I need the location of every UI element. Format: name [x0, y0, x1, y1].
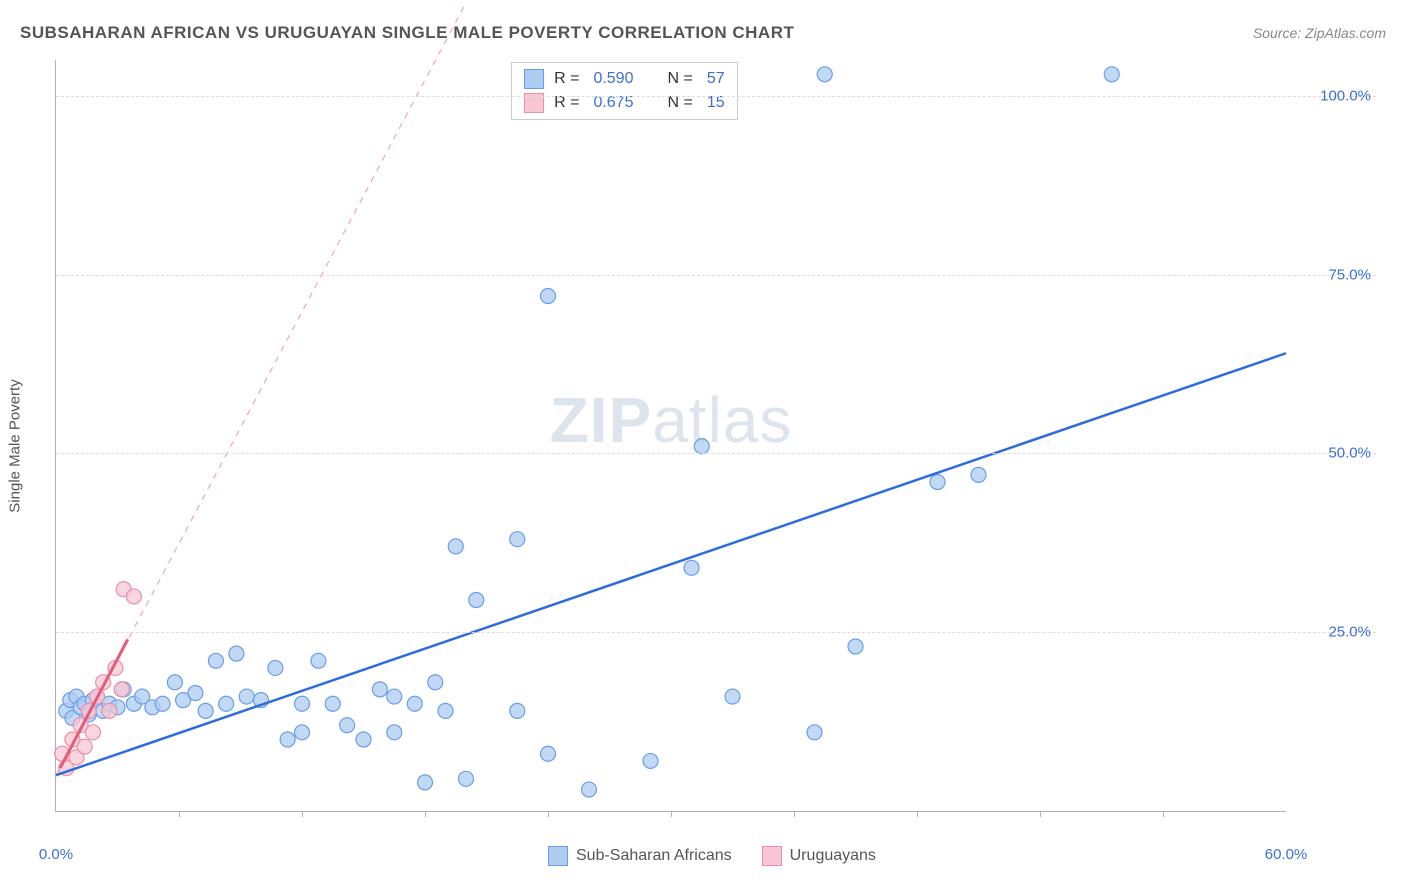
x-tick: [1163, 811, 1164, 817]
legend-swatch-series1: [524, 69, 544, 89]
legend-n-value-1: 57: [707, 70, 725, 88]
data-point: [102, 703, 117, 718]
data-point: [114, 682, 129, 697]
data-point: [229, 646, 244, 661]
data-point: [541, 289, 556, 304]
data-point: [817, 67, 832, 82]
gridline: [56, 632, 1376, 633]
data-point: [295, 725, 310, 740]
chart-header: SUBSAHARAN AFRICAN VS URUGUAYAN SINGLE M…: [20, 18, 1386, 48]
x-tick-label: 60.0%: [1265, 846, 1308, 863]
y-tick-label: 50.0%: [1328, 445, 1371, 462]
gridline: [56, 96, 1376, 97]
data-point: [155, 696, 170, 711]
legend-item-series1: Sub-Saharan Africans: [548, 846, 732, 866]
legend-correlation-box: R = 0.590 N = 57 R = 0.675 N = 15: [511, 62, 738, 120]
data-point: [356, 732, 371, 747]
data-point: [407, 696, 422, 711]
x-tick: [1040, 811, 1041, 817]
y-tick-label: 25.0%: [1328, 624, 1371, 641]
legend-n-label-1: N =: [667, 70, 692, 88]
gridline: [56, 453, 1376, 454]
legend-swatch-bottom-1: [548, 846, 568, 866]
data-point: [510, 532, 525, 547]
y-tick-label: 75.0%: [1328, 266, 1371, 283]
data-point: [459, 771, 474, 786]
y-axis-label: Single Male Poverty: [7, 379, 24, 512]
data-point: [971, 467, 986, 482]
data-point: [684, 560, 699, 575]
data-point: [268, 660, 283, 675]
data-point: [239, 689, 254, 704]
x-tick: [425, 811, 426, 817]
plot-area: ZIPatlas R = 0.590 N = 57 R = 0.675 N = …: [55, 60, 1286, 812]
data-point: [198, 703, 213, 718]
data-point: [643, 753, 658, 768]
data-point: [77, 739, 92, 754]
legend-r-label-1: R =: [554, 70, 579, 88]
data-point: [387, 689, 402, 704]
data-point: [85, 725, 100, 740]
data-point: [510, 703, 525, 718]
data-point: [167, 675, 182, 690]
x-tick: [917, 811, 918, 817]
data-point: [541, 746, 556, 761]
x-tick: [548, 811, 549, 817]
data-point: [448, 539, 463, 554]
data-point: [725, 689, 740, 704]
legend-r-value-1: 0.590: [593, 70, 633, 88]
data-point: [340, 718, 355, 733]
data-point: [428, 675, 443, 690]
legend-row-series1: R = 0.590 N = 57: [524, 67, 725, 91]
data-point: [418, 775, 433, 790]
gridline: [56, 275, 1376, 276]
y-tick-label: 100.0%: [1320, 87, 1371, 104]
data-point: [469, 593, 484, 608]
plot-svg: [56, 60, 1286, 811]
data-point: [848, 639, 863, 654]
data-point: [372, 682, 387, 697]
x-tick: [794, 811, 795, 817]
data-point: [219, 696, 234, 711]
x-tick-label: 0.0%: [39, 846, 73, 863]
data-point: [295, 696, 310, 711]
x-tick: [302, 811, 303, 817]
data-point: [1104, 67, 1119, 82]
chart-title: SUBSAHARAN AFRICAN VS URUGUAYAN SINGLE M…: [20, 23, 794, 43]
data-point: [930, 474, 945, 489]
data-point: [325, 696, 340, 711]
x-tick: [671, 811, 672, 817]
data-point: [807, 725, 822, 740]
legend-swatch-bottom-2: [762, 846, 782, 866]
data-point: [438, 703, 453, 718]
data-point: [280, 732, 295, 747]
legend-label-series2: Uruguayans: [790, 847, 876, 865]
data-point: [208, 653, 223, 668]
chart-source: Source: ZipAtlas.com: [1253, 25, 1386, 41]
data-point: [387, 725, 402, 740]
legend-item-series2: Uruguayans: [762, 846, 876, 866]
legend-series-box: Sub-Saharan Africans Uruguayans: [548, 846, 876, 866]
chart-container: Single Male Poverty ZIPatlas R = 0.590 N…: [55, 60, 1376, 832]
data-point: [126, 589, 141, 604]
legend-row-series2: R = 0.675 N = 15: [524, 91, 725, 115]
data-point: [311, 653, 326, 668]
data-point: [694, 439, 709, 454]
x-tick: [179, 811, 180, 817]
trend-line-subsaharan: [56, 353, 1286, 775]
data-point: [582, 782, 597, 797]
legend-label-series1: Sub-Saharan Africans: [576, 847, 732, 865]
data-point: [188, 685, 203, 700]
